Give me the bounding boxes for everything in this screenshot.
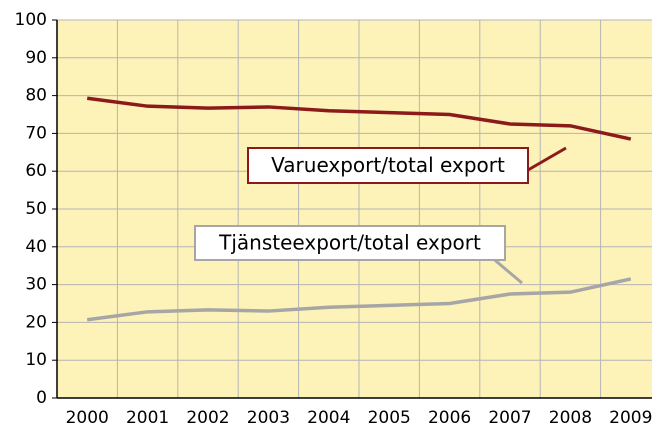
x-tick-label: 2007 [488,408,531,428]
legend-label: Varuexport/total export [271,153,505,177]
y-tick-label: 0 [36,388,47,408]
series-line [86,277,632,322]
y-tick-label: 90 [25,48,47,68]
y-tick-label: 20 [25,312,47,332]
y-tick-label: 50 [25,199,47,219]
x-tick-label: 2008 [549,408,592,428]
x-tick-label: 2004 [307,408,350,428]
x-tick-label: 2003 [247,408,290,428]
legend-box [247,147,529,184]
y-tick-label: 10 [25,350,47,370]
x-tick-label: 2006 [428,408,471,428]
y-tick-label: 80 [25,86,47,106]
y-tick-label: 30 [25,275,47,295]
legend-label: Tjänsteexport/total export [218,231,481,255]
series-line [86,96,632,141]
y-tick-label: 40 [25,237,47,257]
x-tick-label: 2002 [186,408,229,428]
x-tick-label: 2001 [126,408,169,428]
x-tick-label: 2009 [609,408,652,428]
leader-line [527,146,567,172]
x-tick-label: 2000 [66,408,109,428]
x-tick-label: 2005 [368,408,411,428]
legend-box [194,225,506,261]
y-tick-label: 70 [25,123,47,143]
y-tick-label: 100 [15,10,47,30]
y-tick-label: 60 [25,161,47,181]
